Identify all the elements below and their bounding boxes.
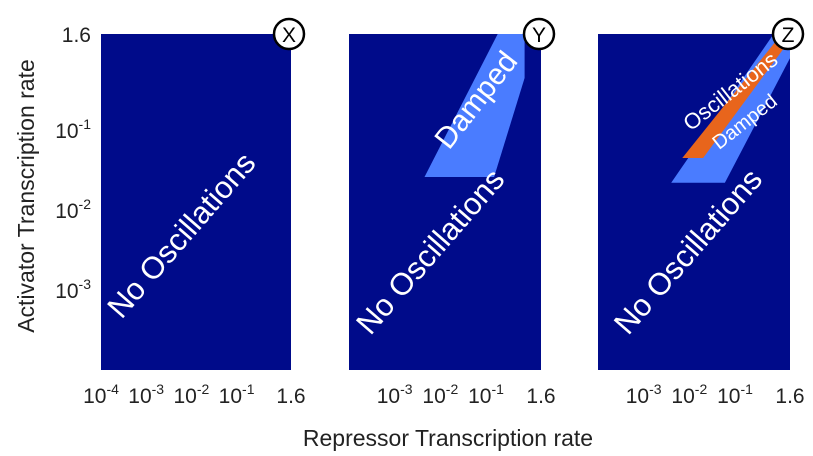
y-tick-label: 10-2 [55, 196, 91, 223]
y-tick-label: 1.6 [62, 24, 91, 47]
region-damped [424, 34, 525, 177]
y-axis-label: Activator Transcription rate [13, 59, 39, 333]
x-tick-label: 10-1 [717, 381, 753, 408]
panel-badge [771, 17, 805, 51]
panel-badge-label: Z [782, 24, 795, 47]
x-tick-label: 10-2 [671, 381, 707, 408]
x-tick-label: 10-3 [626, 381, 662, 408]
x-tick-label: 1.6 [276, 385, 305, 408]
panel-badge [522, 17, 556, 51]
panel-badge [272, 17, 306, 51]
x-tick-label: 10-3 [128, 381, 164, 408]
panel-badge-label: Y [532, 24, 546, 47]
x-tick-label: 1.6 [775, 385, 804, 408]
x-tick-label: 10-1 [219, 381, 255, 408]
region-no-oscillations [101, 34, 291, 370]
y-tick-label: 10-3 [55, 276, 91, 303]
y-tick-label: 10-1 [55, 116, 91, 143]
panel-badge-label: X [282, 24, 296, 47]
x-tick-label: 10-1 [468, 381, 504, 408]
region-oscillations [682, 34, 790, 158]
x-tick-label: 1.6 [526, 385, 555, 408]
x-tick-label: 10-3 [377, 381, 413, 408]
x-tick-label: 10-2 [173, 381, 209, 408]
x-tick-label: 10-2 [422, 381, 458, 408]
x-tick-label: 10-4 [83, 381, 119, 408]
x-axis-label: Repressor Transcription rate [303, 425, 593, 451]
